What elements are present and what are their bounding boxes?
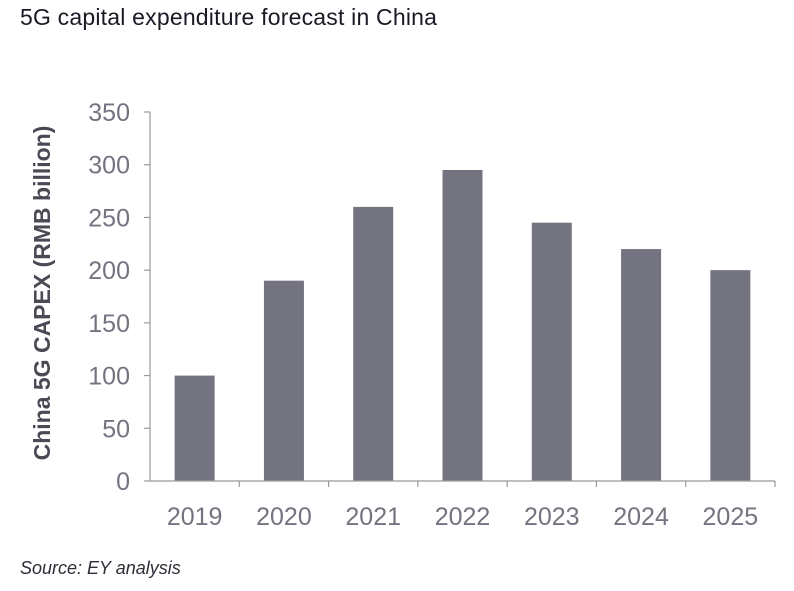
y-tick-label: 300 — [88, 152, 130, 180]
y-axis-ticks: 0 50 100 150 200 250 300 350 — [88, 99, 150, 496]
x-tick-label: 2019 — [167, 503, 223, 531]
y-tick-label: 50 — [102, 415, 130, 443]
bar-2024 — [621, 249, 662, 481]
bar-2025 — [710, 270, 751, 481]
y-tick-label: 250 — [88, 204, 130, 232]
y-tick-label: 200 — [88, 257, 130, 285]
bar-series — [174, 169, 751, 481]
y-tick-label: 100 — [88, 363, 130, 391]
y-tick-label: 350 — [88, 99, 130, 127]
x-tick-label: 2022 — [435, 503, 491, 531]
bar-2023 — [531, 222, 572, 481]
y-tick-label: 0 — [116, 468, 130, 496]
bar-2019 — [174, 375, 215, 481]
y-tick-label: 150 — [88, 310, 130, 338]
bar-2022 — [442, 169, 483, 481]
y-axis-label: China 5G CAPEX (RMB billion) — [29, 126, 55, 461]
x-tick-label: 2024 — [613, 503, 669, 531]
bar-2021 — [353, 206, 394, 481]
source-note: Source: EY analysis — [20, 558, 181, 578]
x-axis-ticks: 2019 2020 2021 2022 2023 2024 2025 — [167, 481, 776, 531]
chart-title: 5G capital expenditure forecast in China — [20, 4, 438, 30]
x-tick-label: 2021 — [345, 503, 401, 531]
bar-2020 — [263, 280, 304, 481]
x-tick-label: 2023 — [524, 503, 580, 531]
x-tick-label: 2020 — [256, 503, 312, 531]
x-tick-label: 2025 — [703, 503, 759, 531]
